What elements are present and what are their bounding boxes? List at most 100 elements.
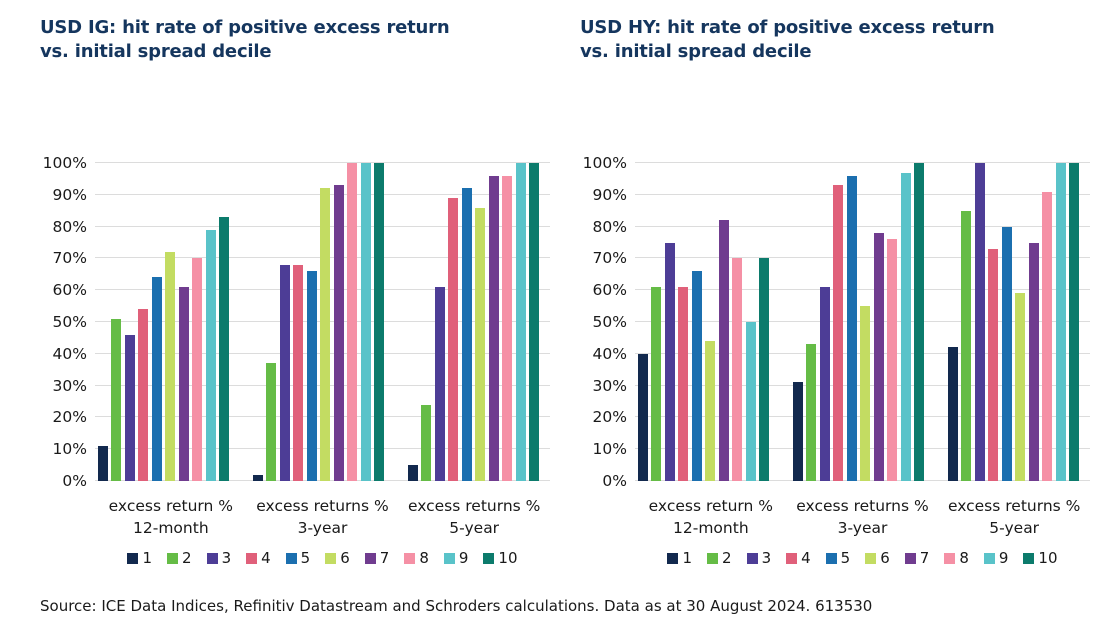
legend-swatch-10 <box>1023 552 1035 564</box>
bar-decile-9 <box>360 163 371 481</box>
x-axis-label-line-2: 5-year <box>989 519 1040 537</box>
x-axis-label-line-2: 5-year <box>449 519 500 537</box>
bar-decile-6 <box>475 207 486 481</box>
source-note: Source: ICE Data Indices, Refinitiv Data… <box>40 597 873 615</box>
y-axis-tick-label: 100% <box>42 154 87 172</box>
chart-title-usd-hy: USD HY: hit rate of positive excess retu… <box>580 16 1110 64</box>
bar-decile-6 <box>705 341 716 481</box>
legend-swatch-8 <box>944 552 956 564</box>
bar-decile-2 <box>961 210 972 481</box>
bar-decile-2 <box>651 287 662 481</box>
legend-label: 8 <box>959 549 969 567</box>
legend-item-3: 3 <box>206 549 232 567</box>
bars-row <box>98 163 539 481</box>
bar-decile-2 <box>806 344 817 481</box>
bar-decile-10 <box>913 163 924 481</box>
legend-label: 4 <box>801 549 811 567</box>
legend-item-10: 10 <box>1023 549 1058 567</box>
bar-decile-8 <box>347 163 358 481</box>
y-axis-tick-label: 60% <box>592 281 627 300</box>
y-axis-tick-label: 20% <box>592 408 627 427</box>
y-axis-tick-label: 60% <box>52 281 87 300</box>
legend-swatch-9 <box>443 552 455 564</box>
gridline <box>95 162 550 163</box>
bar-decile-9 <box>515 163 526 481</box>
bar-group-5-year <box>948 163 1079 481</box>
legend-swatch-1 <box>667 552 679 564</box>
y-axis-tick-label: 0% <box>62 472 87 490</box>
chart-title-line-2: vs. initial spread decile <box>580 41 812 62</box>
bar-decile-1 <box>98 446 108 481</box>
y-axis-tick-label: 70% <box>52 249 87 268</box>
bar-decile-9 <box>745 322 756 481</box>
y-axis-tick-label: 10% <box>592 440 627 459</box>
legend-label: 10 <box>1038 549 1058 567</box>
bar-decile-10 <box>758 258 769 481</box>
legend-label: 10 <box>498 549 518 567</box>
bar-decile-3 <box>664 242 675 481</box>
bar-decile-4 <box>293 264 304 481</box>
legend-swatch-1 <box>127 552 139 564</box>
y-axis-tick-label: 100% <box>582 154 627 172</box>
bar-decile-3 <box>434 287 445 481</box>
legend-label: 2 <box>182 549 192 567</box>
y-axis-tick-label: 50% <box>52 313 87 331</box>
bar-decile-10 <box>373 163 384 481</box>
legend-label: 5 <box>300 549 311 567</box>
bar-decile-1 <box>793 382 803 481</box>
legend-label: 3 <box>761 549 772 567</box>
legend-swatch-9 <box>983 552 995 564</box>
bar-decile-7 <box>1028 242 1039 481</box>
bar-decile-3 <box>819 287 830 481</box>
y-axis-tick-label: 40% <box>52 344 87 363</box>
legend: 1 2 3 4 5 6 7 8 9 10 <box>95 549 550 567</box>
x-axis-label-line-2: 3-year <box>297 519 348 537</box>
bar-group-12-month <box>98 163 229 481</box>
bar-decile-8 <box>502 175 513 481</box>
bar-group-3-year <box>793 163 924 481</box>
legend-swatch-8 <box>404 552 416 564</box>
y-axis-tick-label: 30% <box>592 376 627 395</box>
bar-decile-1 <box>638 353 648 481</box>
y-axis-tick-label: 40% <box>592 344 627 363</box>
bar-decile-9 <box>205 229 216 481</box>
bars-row <box>638 163 1079 481</box>
legend-swatch-3 <box>206 552 218 564</box>
bar-decile-2 <box>421 404 432 481</box>
bar-decile-4 <box>833 185 844 481</box>
legend-label: 3 <box>221 549 232 567</box>
bar-decile-7 <box>333 185 344 481</box>
gridline <box>635 162 1090 163</box>
legend-swatch-5 <box>825 552 837 564</box>
legend-item-4: 4 <box>786 549 811 567</box>
bar-decile-9 <box>900 172 911 481</box>
chart-title-line-2: vs. initial spread decile <box>40 41 272 62</box>
y-axis-tick-label: 90% <box>52 185 87 204</box>
legend-item-8: 8 <box>944 549 969 567</box>
x-axis-label-line-2: 3-year <box>837 519 888 537</box>
legend: 1 2 3 4 5 6 7 8 9 10 <box>635 549 1090 567</box>
bar-decile-10 <box>1068 163 1079 481</box>
chart-title-line-1: USD HY: hit rate of positive excess retu… <box>580 17 995 38</box>
legend-item-9: 9 <box>443 549 469 567</box>
bar-decile-4 <box>678 287 689 481</box>
bar-decile-5 <box>461 188 472 481</box>
x-axis-group-label: excess returns % 3-year <box>247 495 399 539</box>
legend-swatch-2 <box>167 552 179 564</box>
y-axis-tick-label: 30% <box>52 376 87 395</box>
bar-group-12-month <box>638 163 769 481</box>
legend-label: 4 <box>261 549 271 567</box>
x-axis-label-line-1: excess returns % <box>256 497 389 515</box>
bar-decile-7 <box>488 175 499 481</box>
legend-swatch-4 <box>246 552 258 564</box>
bar-decile-7 <box>873 232 884 481</box>
legend-item-1: 1 <box>667 549 692 567</box>
x-axis-label-line-1: excess returns % <box>796 497 929 515</box>
bar-decile-6 <box>860 306 871 481</box>
bar-decile-10 <box>218 217 229 481</box>
bar-decile-8 <box>732 258 743 481</box>
bar-decile-4 <box>138 309 149 481</box>
y-axis-tick-label: 50% <box>592 313 627 331</box>
legend-label: 9 <box>458 549 469 567</box>
legend-item-2: 2 <box>707 549 732 567</box>
